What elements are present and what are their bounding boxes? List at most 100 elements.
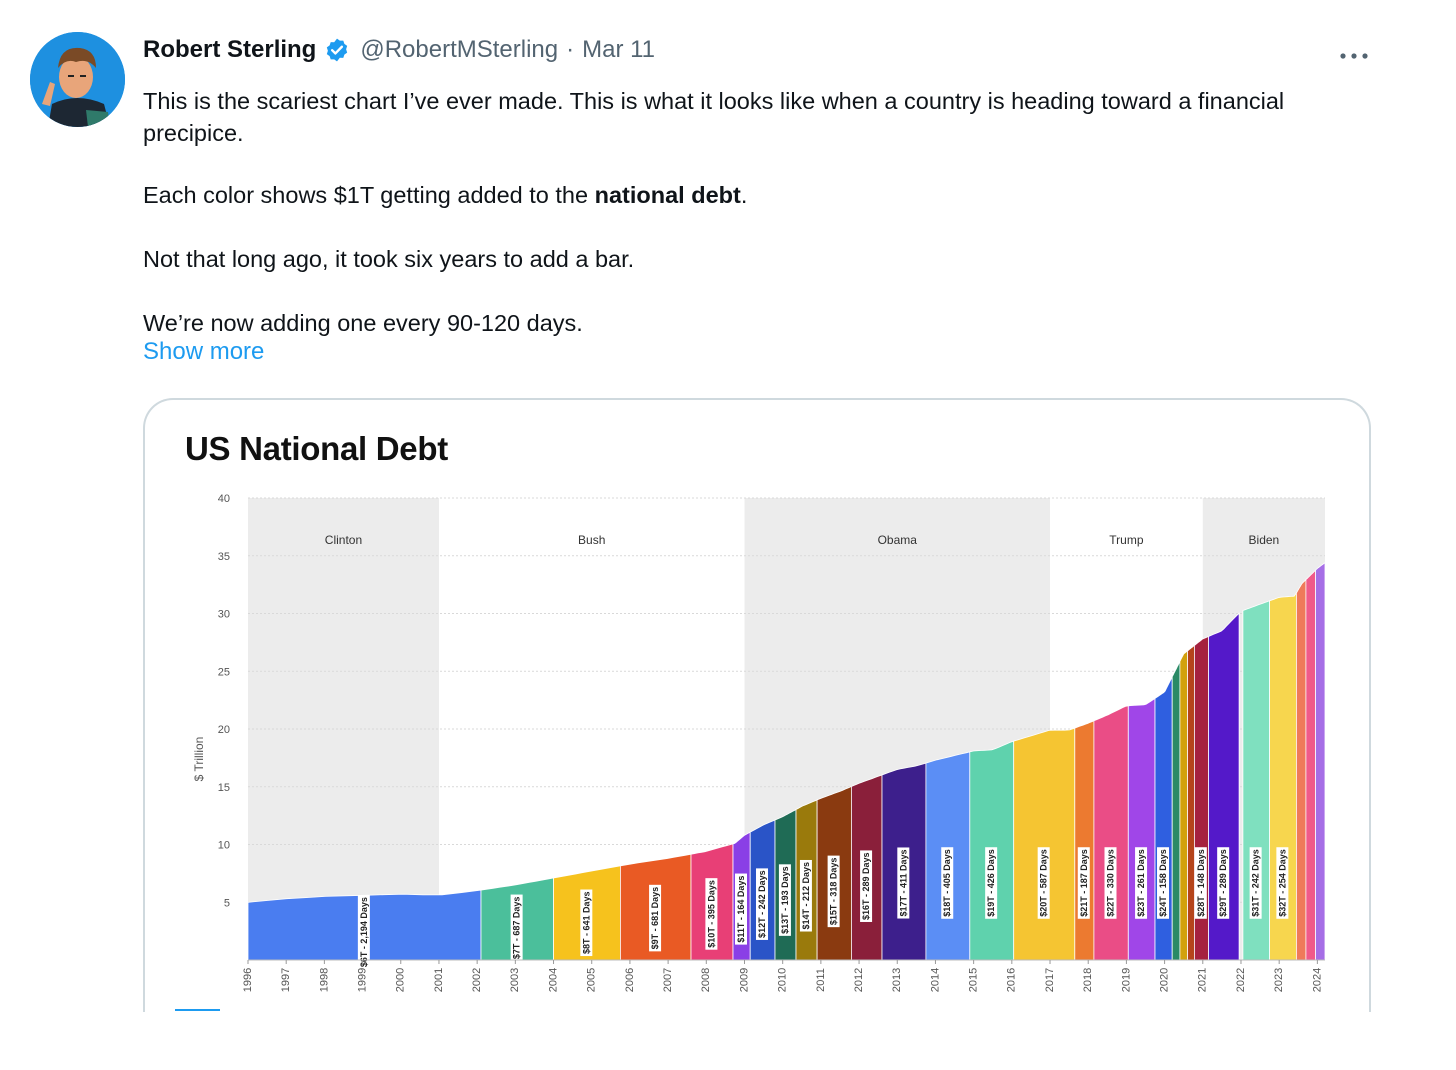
segment-label: $17T - 411 Days xyxy=(898,849,908,916)
y-axis-label: $ Trillion xyxy=(192,737,206,782)
x-tick-label: 2017 xyxy=(1044,968,1056,992)
debt-segment xyxy=(1315,561,1326,961)
x-tick-label: 1999 xyxy=(356,968,368,992)
segment-label: $10T - 395 Days xyxy=(706,880,716,948)
debt-segment xyxy=(1171,661,1181,961)
segment-label-bg xyxy=(357,895,370,970)
segment-label: $6T - 2,194 Days xyxy=(359,897,369,967)
verified-badge-icon xyxy=(324,37,350,63)
segment-label: $22T - 330 Days xyxy=(1106,849,1116,917)
x-tick-label: 2015 xyxy=(968,968,980,992)
x-tick-label: 2003 xyxy=(509,968,521,992)
y-tick-label: 15 xyxy=(218,782,230,794)
debt-segment xyxy=(1074,720,1095,961)
tweet-date[interactable]: Mar 11 xyxy=(582,36,656,63)
x-tick-label: 2002 xyxy=(471,968,483,992)
x-tick-label: 2005 xyxy=(586,968,598,992)
segment-label-bg xyxy=(1037,847,1050,919)
presidency-label: Biden xyxy=(1249,533,1280,547)
debt-segment xyxy=(1093,705,1129,961)
segment-label: $32T - 254 Days xyxy=(1277,849,1287,917)
y-tick-label: 30 xyxy=(218,609,230,621)
presidency-label: Obama xyxy=(878,533,918,547)
author-name[interactable]: Robert Sterling xyxy=(143,36,317,63)
x-tick-label: 2009 xyxy=(738,968,750,992)
segment-label-bg xyxy=(756,868,769,940)
segment-label: $13T - 193 Days xyxy=(780,866,790,934)
segment-label: $11T - 164 Days xyxy=(736,876,746,943)
tweet-text-line-4: We’re now adding one every 90-120 days. xyxy=(143,310,583,336)
x-tick-label: 2018 xyxy=(1082,968,1094,992)
segment-label: $24T - 158 Days xyxy=(1158,849,1168,917)
x-tick-label: 2013 xyxy=(891,968,903,992)
show-more-link[interactable]: Show more xyxy=(143,338,265,365)
page-bottom xyxy=(0,1012,1456,1070)
segment-label-bg xyxy=(1157,847,1170,919)
segment-label-bg xyxy=(1135,847,1148,919)
x-tick-label: 2020 xyxy=(1159,968,1171,992)
segment-label-bg xyxy=(1194,847,1207,919)
segment-label: $19T - 426 Days xyxy=(986,849,996,917)
segment-label-bg xyxy=(827,855,840,928)
tweet-text-line-2: Each color shows $1T getting added to th… xyxy=(143,182,748,208)
segment-label: $15T - 318 Days xyxy=(829,858,839,926)
presidency-band xyxy=(248,498,439,960)
segment-label-bg xyxy=(778,864,791,936)
avatar[interactable] xyxy=(30,32,125,127)
bold-national-debt: national debt xyxy=(594,182,741,208)
author-handle[interactable]: @RobertMSterling xyxy=(360,36,559,63)
x-tick-label: 1996 xyxy=(242,968,254,992)
debt-segment xyxy=(1187,644,1195,961)
segment-label-bg xyxy=(941,847,954,919)
debt-segment xyxy=(1305,569,1316,961)
segment-label: $21T - 187 Days xyxy=(1079,849,1089,917)
tweet-text-line-1: This is the scariest chart I’ve ever mad… xyxy=(143,88,1285,146)
chart-image-card[interactable]: US National Debt $6T - 2,194 Days $7T - 6… xyxy=(143,398,1371,1040)
presidency-label: Trump xyxy=(1109,533,1144,547)
segment-label: $31T - 242 Days xyxy=(1251,849,1261,917)
segment-label: $28T - 148 Days xyxy=(1196,849,1206,917)
segment-label-bg xyxy=(1217,847,1230,919)
x-tick-label: 1998 xyxy=(318,968,330,992)
more-options-icon[interactable] xyxy=(1336,40,1372,68)
y-tick-label: 25 xyxy=(218,666,230,678)
segment-label: $18T - 405 Days xyxy=(942,849,952,917)
x-tick-label: 2010 xyxy=(777,968,789,992)
segment-label: $14T - 212 Days xyxy=(801,862,811,930)
segment-label: $23T - 261 Days xyxy=(1136,849,1146,917)
x-tick-label: 2022 xyxy=(1235,968,1247,992)
y-tick-label: 40 xyxy=(218,493,230,505)
x-tick-label: 2001 xyxy=(433,968,445,992)
segment-label-bg xyxy=(799,859,812,932)
debt-segment xyxy=(1127,697,1156,961)
y-tick-label: 20 xyxy=(218,724,230,736)
segment-label-bg xyxy=(860,850,873,922)
segment-label-bg xyxy=(735,873,748,945)
segment-label: $9T - 681 Days xyxy=(650,887,660,950)
debt-segment xyxy=(1208,612,1240,961)
segment-label: $7T - 687 Days xyxy=(512,897,522,960)
segment-label-bg xyxy=(510,894,523,962)
x-tick-label: 2016 xyxy=(1006,968,1018,992)
segment-label-bg xyxy=(1276,847,1289,919)
x-tick-label: 2021 xyxy=(1197,968,1209,992)
debt-segment xyxy=(1013,727,1076,961)
x-tick-label: 2014 xyxy=(929,968,941,992)
segment-label: $29T - 289 Days xyxy=(1218,849,1228,917)
tweet-text-line-3: Not that long ago, it took six years to … xyxy=(143,246,635,272)
x-tick-label: 2007 xyxy=(662,968,674,992)
segment-label-bg xyxy=(580,889,593,957)
media-indicator xyxy=(175,1009,220,1011)
segment-label-bg xyxy=(705,878,718,950)
y-tick-label: 35 xyxy=(218,551,230,563)
debt-chart: $6T - 2,194 Days $7T - 687 Days $8T - 641 … xyxy=(192,493,1326,992)
segment-label: $16T - 289 Days xyxy=(861,852,871,920)
segment-label-bg xyxy=(985,847,998,919)
segment-label-bg xyxy=(1077,847,1090,919)
x-tick-label: 2006 xyxy=(624,968,636,992)
separator-dot: · xyxy=(566,36,575,63)
x-tick-label: 2004 xyxy=(547,968,559,992)
x-tick-label: 2024 xyxy=(1311,968,1323,992)
x-tick-label: 1997 xyxy=(280,968,292,992)
segment-label-bg xyxy=(897,847,910,919)
